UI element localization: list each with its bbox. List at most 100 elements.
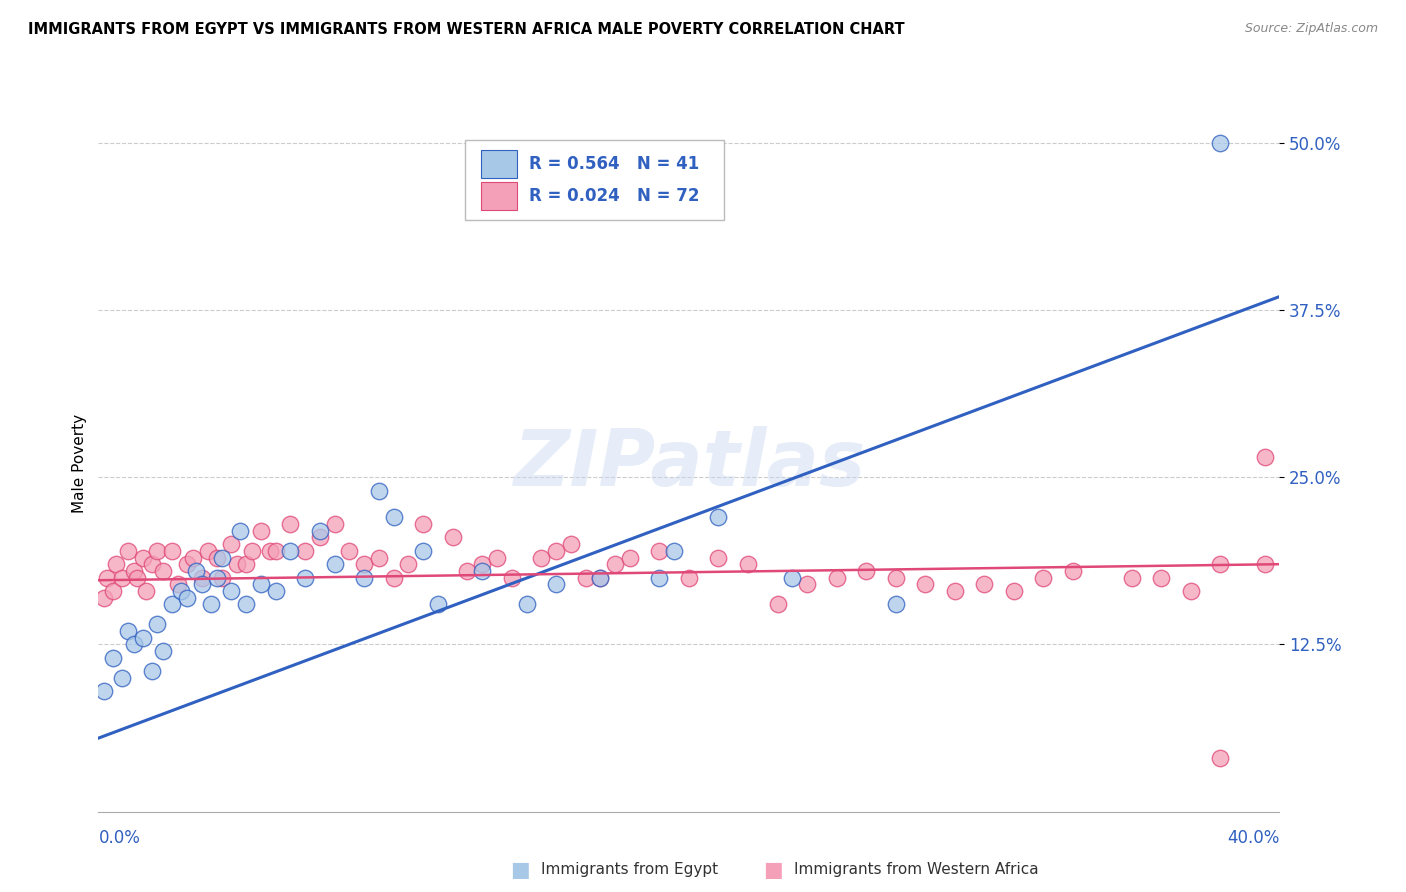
FancyBboxPatch shape bbox=[481, 183, 516, 211]
Point bbox=[141, 557, 163, 572]
Text: ■: ■ bbox=[763, 860, 783, 880]
Point bbox=[973, 577, 995, 591]
Point bbox=[412, 517, 434, 532]
Point bbox=[323, 517, 346, 532]
Point bbox=[309, 524, 332, 538]
Point bbox=[707, 550, 730, 565]
Point bbox=[530, 550, 553, 565]
Point bbox=[170, 584, 193, 599]
Point bbox=[825, 571, 848, 585]
Text: R = 0.564   N = 41: R = 0.564 N = 41 bbox=[530, 155, 700, 173]
Point bbox=[122, 637, 145, 651]
Point bbox=[766, 598, 789, 612]
Point bbox=[382, 571, 405, 585]
Point bbox=[914, 577, 936, 591]
FancyBboxPatch shape bbox=[464, 140, 724, 220]
Point bbox=[1032, 571, 1054, 585]
Text: IMMIGRANTS FROM EGYPT VS IMMIGRANTS FROM WESTERN AFRICA MALE POVERTY CORRELATION: IMMIGRANTS FROM EGYPT VS IMMIGRANTS FROM… bbox=[28, 22, 904, 37]
Point bbox=[250, 577, 273, 591]
Point bbox=[309, 530, 332, 544]
Point bbox=[589, 571, 612, 585]
Point bbox=[103, 651, 125, 665]
Point bbox=[412, 544, 434, 558]
Point bbox=[648, 571, 671, 585]
Point bbox=[191, 577, 214, 591]
Text: Immigrants from Egypt: Immigrants from Egypt bbox=[541, 863, 718, 877]
Point bbox=[382, 510, 405, 524]
Point bbox=[122, 564, 145, 578]
Point bbox=[796, 577, 818, 591]
Point bbox=[501, 571, 523, 585]
Point bbox=[471, 557, 494, 572]
Point bbox=[205, 550, 228, 565]
Point bbox=[515, 598, 537, 612]
Point bbox=[368, 483, 391, 498]
Text: ■: ■ bbox=[510, 860, 530, 880]
Text: R = 0.024   N = 72: R = 0.024 N = 72 bbox=[530, 187, 700, 205]
Point bbox=[427, 598, 450, 612]
Point bbox=[132, 550, 155, 565]
Point bbox=[176, 591, 198, 605]
Point bbox=[1209, 557, 1232, 572]
Point bbox=[111, 671, 134, 685]
Point bbox=[589, 571, 612, 585]
Point bbox=[200, 598, 222, 612]
Point bbox=[471, 564, 494, 578]
Point bbox=[1180, 584, 1202, 599]
Point bbox=[211, 571, 233, 585]
Point bbox=[441, 530, 464, 544]
Point bbox=[167, 577, 190, 591]
Point bbox=[250, 524, 273, 538]
Point bbox=[1150, 571, 1173, 585]
Point bbox=[117, 624, 139, 639]
Text: ZIPatlas: ZIPatlas bbox=[513, 425, 865, 502]
Point bbox=[111, 571, 134, 585]
Point bbox=[782, 571, 804, 585]
Y-axis label: Male Poverty: Male Poverty bbox=[72, 414, 87, 514]
Point bbox=[544, 544, 567, 558]
Point bbox=[353, 571, 375, 585]
Point bbox=[664, 544, 686, 558]
Point bbox=[264, 544, 287, 558]
Point bbox=[219, 584, 242, 599]
Point bbox=[605, 557, 627, 572]
Point bbox=[93, 591, 115, 605]
Point bbox=[105, 557, 128, 572]
Point bbox=[96, 571, 118, 585]
Point bbox=[235, 557, 257, 572]
Point bbox=[486, 550, 509, 565]
Point bbox=[294, 544, 316, 558]
Point bbox=[323, 557, 346, 572]
Point bbox=[560, 537, 582, 551]
Point bbox=[1209, 751, 1232, 765]
Point bbox=[884, 598, 907, 612]
Point bbox=[259, 544, 281, 558]
Point bbox=[884, 571, 907, 585]
Point bbox=[353, 557, 375, 572]
Point bbox=[396, 557, 419, 572]
Point bbox=[205, 571, 228, 585]
Point bbox=[211, 550, 233, 565]
Point bbox=[132, 631, 155, 645]
Point bbox=[737, 557, 759, 572]
Point bbox=[619, 550, 641, 565]
Point bbox=[229, 524, 252, 538]
Point bbox=[103, 584, 125, 599]
Point bbox=[337, 544, 360, 558]
Point bbox=[162, 544, 183, 558]
Point bbox=[176, 557, 198, 572]
Text: Source: ZipAtlas.com: Source: ZipAtlas.com bbox=[1244, 22, 1378, 36]
Point bbox=[184, 564, 207, 578]
Point bbox=[152, 564, 174, 578]
Point bbox=[278, 544, 302, 558]
Text: 0.0%: 0.0% bbox=[98, 830, 141, 847]
Point bbox=[141, 664, 163, 679]
Point bbox=[707, 510, 730, 524]
Point bbox=[191, 571, 214, 585]
Point bbox=[135, 584, 157, 599]
Point bbox=[162, 598, 183, 612]
Point bbox=[146, 617, 169, 632]
Point bbox=[544, 577, 567, 591]
FancyBboxPatch shape bbox=[481, 151, 516, 178]
Point bbox=[648, 544, 671, 558]
